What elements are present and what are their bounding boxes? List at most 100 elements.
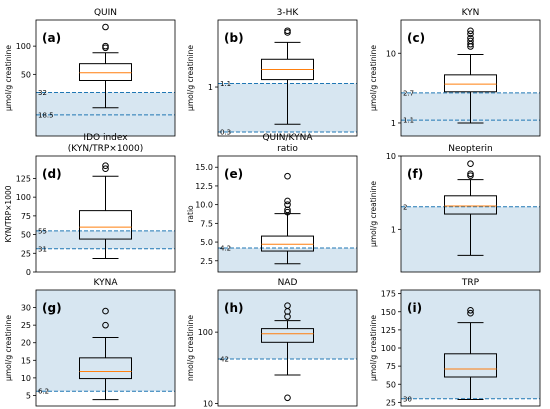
panel-label: (h)	[224, 301, 244, 315]
y-tick-label: 10.0	[195, 201, 213, 210]
reference-line-label: 1.1	[403, 117, 414, 125]
outlier-point	[102, 165, 109, 173]
y-tick-label: 75	[21, 212, 31, 221]
outlier-point	[284, 197, 291, 205]
y-axis-label: μmol/g creatinine	[4, 315, 13, 381]
outlier-point	[102, 321, 109, 329]
axes-frame	[35, 19, 176, 137]
reference-line-label: 6.2	[38, 388, 49, 396]
outlier-point	[467, 307, 474, 314]
axes-frame	[217, 155, 358, 273]
y-axis-label: μmol/g creatinine	[186, 45, 195, 111]
chart-title: 3-HK	[277, 8, 300, 18]
y-tick-label: 12.5	[195, 182, 213, 191]
y-tick-label: 25	[386, 398, 396, 407]
panel-label: (a)	[42, 31, 61, 45]
y-tick-label: 5	[26, 391, 31, 400]
y-tick-label: 25	[21, 321, 31, 330]
y-tick-label: 1	[208, 83, 213, 92]
iqr-box	[444, 195, 497, 215]
y-tick-label: 100	[198, 328, 213, 337]
y-tick-label: 10	[21, 374, 31, 383]
outlier-point	[284, 201, 291, 208]
outlier-point	[467, 170, 474, 178]
iqr-box	[261, 328, 314, 343]
chart-title: QUIN	[94, 8, 117, 18]
y-tick-label: 10	[203, 399, 213, 408]
panel-3: 2.7 1.1 1 10 (c) KYN μmol/g creatinine	[369, 8, 541, 137]
outlier-point	[467, 27, 474, 35]
outlier-point	[102, 42, 109, 50]
panel-4: 55 31 0 25 50 75 100 125 (d) IDO index(KYN/TRP×10…	[4, 133, 176, 277]
chart-title-line-1: IDO index	[83, 133, 128, 143]
panel-label: (d)	[42, 167, 62, 181]
y-tick-label: 125	[381, 326, 396, 335]
panel-2: 1.1 0.3 1 (b) 3-HK μmol/g creatinine	[186, 8, 358, 137]
panel-8: 42 10 100 (h) NAD nmol/g creatinine	[186, 278, 358, 408]
outlier-point	[284, 208, 291, 216]
reference-line-label: 32	[38, 89, 47, 97]
chart-title: TRP	[461, 278, 480, 288]
y-tick-label: 15.0	[195, 163, 213, 172]
chart-title-line-2: (KYN/TRP×1000)	[68, 144, 144, 154]
outlier-point	[467, 30, 474, 38]
y-tick-label: 125	[16, 174, 31, 183]
reference-line-label: 18.5	[38, 111, 54, 119]
panel-7: 6.2 5 10 15 20 25 30 (g) KYNA μmol/g creatinine	[4, 278, 176, 407]
panel-label: (i)	[407, 301, 422, 315]
y-tick-label: 25	[21, 249, 31, 258]
axes-frame	[35, 289, 176, 407]
y-tick-label: 20	[21, 339, 31, 348]
y-axis-label: μmol/g creatinine	[369, 45, 378, 111]
outlier-point	[284, 302, 291, 309]
y-tick-label: 50	[386, 380, 396, 389]
outlier-point	[102, 162, 109, 170]
reference-line-label: 2.7	[403, 89, 414, 97]
iqr-box	[444, 74, 497, 93]
outlier-point	[467, 34, 474, 42]
axes-frame	[217, 19, 358, 137]
panel-5: 4.22.55.07.510.012.515.0 (e)QUIN/KYNArati…	[186, 133, 358, 273]
panel-label: (b)	[224, 31, 244, 45]
y-axis-label: μmol/g creatinine	[4, 45, 13, 111]
outlier-point	[467, 172, 474, 179]
y-axis-label: KYN/TRP×1000	[4, 185, 13, 242]
reference-line-label: 1.1	[220, 80, 231, 88]
y-tick-label: 100	[381, 344, 396, 353]
outlier-point	[284, 394, 291, 402]
y-tick-label: 5.0	[200, 238, 213, 247]
axes-frame	[400, 19, 541, 137]
y-tick-label: 7.5	[200, 219, 213, 228]
iqr-box	[444, 353, 497, 378]
panel-label: (f)	[407, 167, 423, 181]
y-tick-label: 150	[381, 308, 396, 317]
panel-6: 2 1 10 (f) Neopterin μmol/g creatinine	[369, 144, 541, 273]
y-tick-label: 2.5	[200, 257, 213, 266]
y-tick-label: 75	[386, 362, 396, 371]
reference-line-label: 42	[220, 355, 229, 363]
y-tick-label: 175	[381, 290, 396, 299]
axes-frame	[35, 155, 176, 273]
outlier-point	[102, 307, 109, 315]
y-tick-label: 1	[391, 119, 396, 128]
outlier-point	[284, 27, 291, 35]
chart-title: KYNA	[94, 278, 119, 288]
outlier-point	[284, 172, 291, 180]
iqr-box	[261, 235, 314, 252]
panel-label: (e)	[224, 167, 243, 181]
reference-line-label: 4.2	[220, 245, 231, 253]
panel-label: (c)	[407, 31, 425, 45]
iqr-box	[79, 210, 132, 240]
reference-line-label: 30	[403, 395, 412, 403]
outlier-point	[467, 37, 474, 45]
y-tick-label: 30	[21, 304, 31, 313]
y-tick-label: 10	[386, 49, 396, 58]
reference-line-label: 31	[38, 245, 47, 253]
y-tick-label: 15	[21, 356, 31, 365]
panel-1: 32 18.5 50 100 (a) QUIN μmol/g creatinine	[4, 8, 176, 137]
y-axis-label: ratio	[186, 205, 195, 223]
y-tick-label: 50	[21, 70, 31, 79]
iqr-box	[79, 63, 132, 81]
y-tick-label: 100	[16, 42, 31, 51]
